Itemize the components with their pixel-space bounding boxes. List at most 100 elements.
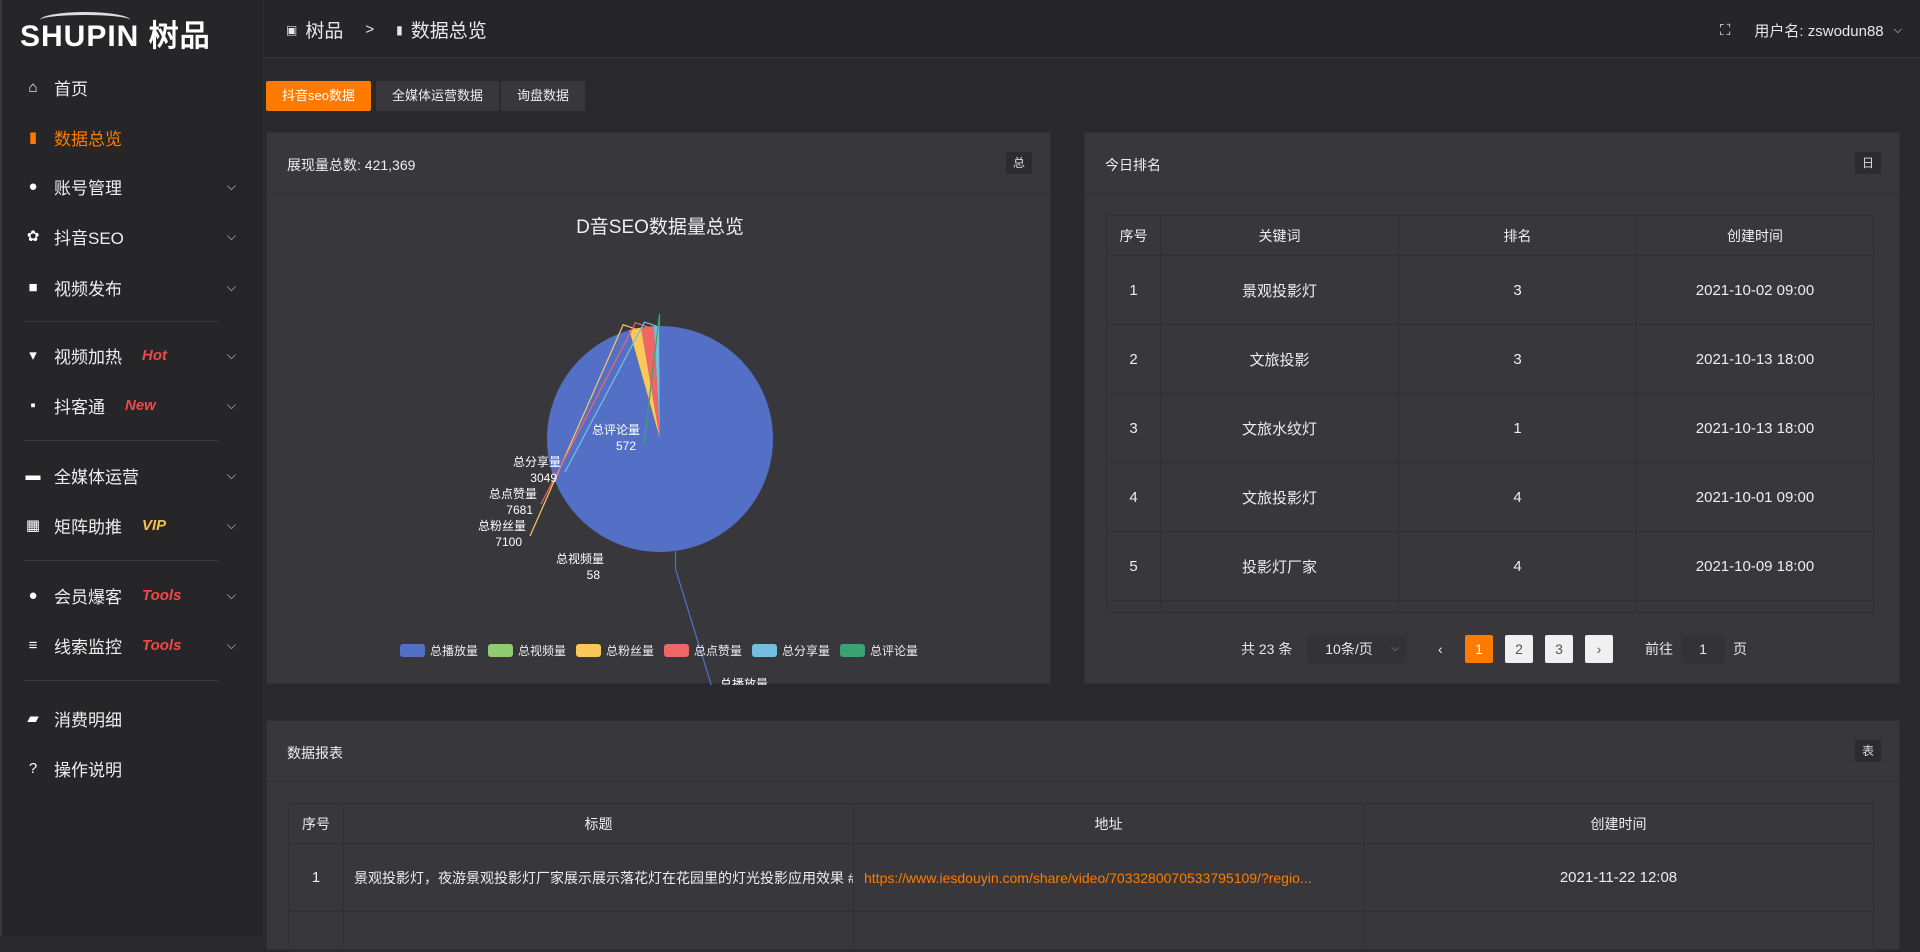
chevron-down-icon[interactable]: ⌵ xyxy=(226,347,236,362)
table-cell: 1 xyxy=(1106,255,1161,325)
wallet-icon: ▰ xyxy=(27,710,39,727)
image-icon: ▣ xyxy=(286,22,298,37)
pie-slice[interactable] xyxy=(629,330,660,439)
table-cell: 投影灯厂家 xyxy=(1160,531,1399,601)
page-1-button[interactable]: 1 xyxy=(1465,635,1493,663)
prev-page-button[interactable]: ‹ xyxy=(1438,641,1443,657)
table-cell: 2021-10-13 18:00 xyxy=(1636,393,1874,463)
sidebar-divider xyxy=(24,560,218,561)
sidebar-item-5[interactable]: ▾ 视频加热 Hot ⌵ xyxy=(24,340,236,370)
report-title: 数据报表 xyxy=(287,745,343,761)
sidebar-item-label: 视频加热 xyxy=(54,347,122,367)
page-size-select[interactable]: 10条/页 ⌵ xyxy=(1307,635,1407,663)
table-cell: 1 xyxy=(1398,393,1637,463)
label-line xyxy=(540,321,648,505)
chevron-down-icon[interactable]: ⌵ xyxy=(226,637,236,652)
overview-toggle-button[interactable]: 总 xyxy=(1006,152,1032,174)
label-line xyxy=(564,321,657,473)
fullscreen-icon[interactable]: ⛶ xyxy=(1719,22,1731,39)
pie-slice[interactable] xyxy=(653,326,660,439)
overview-panel: 展现量总数: 421,369 总 D音SEO数据量总览 总播放量402909总视… xyxy=(266,132,1051,685)
sidebar-item-6[interactable]: ▪ 抖客通 New ⌵ xyxy=(24,390,236,420)
slice-label: 总点赞量 xyxy=(489,487,537,501)
sidebar-item-3[interactable]: ✿ 抖音SEO ⌵ xyxy=(24,221,236,251)
legend-swatch[interactable] xyxy=(576,644,601,657)
table-cell: 文旅投影灯 xyxy=(1160,462,1399,532)
sidebar-item-2[interactable]: ● 账号管理 ⌵ xyxy=(24,171,236,201)
sidebar-item-4[interactable]: ■ 视频发布 ⌵ xyxy=(24,272,236,302)
legend-swatch[interactable] xyxy=(752,644,777,657)
page-size-value[interactable]: 10条/页 xyxy=(1325,641,1373,657)
col-keyword: 关键词 xyxy=(1160,215,1399,256)
table-row: 1 景观投影灯 3 2021-10-02 09:00 xyxy=(1106,255,1874,325)
sidebar-item-9[interactable]: ● 会员爆客 Tools ⌵ xyxy=(24,580,236,610)
slice-label: 总视频量 xyxy=(556,551,604,566)
legend-swatch[interactable] xyxy=(840,644,865,657)
slice-label: 总播放量 xyxy=(720,676,768,685)
legend-swatch[interactable] xyxy=(664,644,689,657)
table-cell: 2021-11-22 12:08 xyxy=(1363,843,1874,912)
sidebar-divider xyxy=(24,680,218,681)
page-3-button[interactable]: 3 xyxy=(1545,635,1573,663)
legend-swatch[interactable] xyxy=(400,644,425,657)
overview-title: 展现量总数: 421,369 xyxy=(287,157,416,173)
sidebar-item-label: 线索监控 xyxy=(54,637,122,657)
sidebar-item-1[interactable]: ▮ 数据总览 xyxy=(24,122,236,152)
chevron-down-icon[interactable]: ⌵ xyxy=(226,587,236,602)
user-menu[interactable]: ⛶ 用户名: zswodun88 ⌵ xyxy=(1720,20,1902,41)
question-icon: ? xyxy=(28,759,38,777)
sidebar-item-7[interactable]: ▬ 全媒体运营 ⌵ xyxy=(24,460,237,490)
legend-label[interactable]: 总分享量 xyxy=(782,643,830,658)
col-created: 创建时间 xyxy=(1636,215,1874,256)
breadcrumb-home[interactable]: 树品 xyxy=(305,21,344,42)
sidebar-item-0[interactable]: ⌂ 首页 xyxy=(24,72,236,102)
table-cell: 2021-10-13 18:00 xyxy=(1636,324,1874,394)
legend-swatch[interactable] xyxy=(488,644,513,657)
goto-page-input[interactable]: 1 xyxy=(1681,635,1725,663)
slice-value: 7681 xyxy=(506,503,533,517)
pagination-total: 共 23 条 xyxy=(1241,641,1293,657)
slice-value: 58 xyxy=(587,568,601,582)
legend-label[interactable]: 总点赞量 xyxy=(694,644,742,658)
monitor-icon: ▾ xyxy=(29,347,37,364)
page-2-button[interactable]: 2 xyxy=(1505,635,1533,663)
sidebar-item-label: 抖音SEO xyxy=(54,228,124,248)
legend-label[interactable]: 总粉丝量 xyxy=(606,644,654,658)
chevron-down-icon[interactable]: ⌵ xyxy=(226,228,236,243)
sidebar-divider xyxy=(24,321,218,322)
chevron-down-icon[interactable]: ⌵ xyxy=(226,178,236,193)
tab-all-media[interactable]: 全媒体运营数据 xyxy=(376,81,500,111)
sidebar-item-12[interactable]: ? 操作说明 xyxy=(24,753,236,783)
sidebar-item-label: 账号管理 xyxy=(54,178,122,198)
tab-douyin-seo[interactable]: 抖音seo数据 xyxy=(266,81,371,111)
report-panel: 数据报表 表 序号 标题 地址 创建时间 1 景观投影灯，夜游景观投影灯厂家展示… xyxy=(266,720,1900,952)
pie-slice[interactable] xyxy=(629,327,660,439)
legend-label[interactable]: 总评论量 xyxy=(870,644,918,658)
table-cell: 文旅投影 xyxy=(1160,324,1399,394)
chevron-down-icon[interactable]: ⌵ xyxy=(226,397,236,412)
col-title: 标题 xyxy=(343,803,854,844)
sidebar-item-label: 数据总览 xyxy=(54,129,122,149)
next-page-button[interactable]: › xyxy=(1585,635,1613,663)
col-rank: 排名 xyxy=(1398,215,1637,256)
slice-label: 总粉丝量 xyxy=(478,519,526,533)
chevron-down-icon[interactable]: ⌵ xyxy=(226,279,236,294)
legend-label[interactable]: 总播放量 xyxy=(430,643,478,658)
ranking-toggle-button[interactable]: 日 xyxy=(1855,152,1881,174)
sidebar-item-8[interactable]: ▦ 矩阵助推 VIP ⌵ xyxy=(24,510,236,540)
report-toggle-button[interactable]: 表 xyxy=(1855,740,1881,762)
chevron-down-icon: ⌵ xyxy=(1391,643,1399,654)
col-index: 序号 xyxy=(1106,215,1161,256)
chevron-down-icon[interactable]: ⌵ xyxy=(226,467,236,482)
sidebar-item-11[interactable]: ▰ 消费明细 xyxy=(24,703,236,733)
chevron-down-icon[interactable]: ⌵ xyxy=(1893,24,1902,36)
chevron-down-icon[interactable]: ⌵ xyxy=(226,517,236,532)
ranking-panel: 今日排名 日 序号 关键词 排名 创建时间 1 景观投影灯 3 2021-10-02 … xyxy=(1084,132,1900,684)
sidebar-item-10[interactable]: ≡ 线索监控 Tools ⌵ xyxy=(24,630,236,660)
legend-label[interactable]: 总视频量 xyxy=(518,643,566,658)
table-cell: 4 xyxy=(1398,531,1637,601)
table-cell: 4 xyxy=(1398,462,1637,532)
username[interactable]: 用户名: zswodun88 xyxy=(1754,23,1884,40)
tab-inquiry[interactable]: 询盘数据 xyxy=(501,81,586,111)
video-url-link[interactable]: https://www.iesdouyin.com/share/video/70… xyxy=(853,843,1364,912)
